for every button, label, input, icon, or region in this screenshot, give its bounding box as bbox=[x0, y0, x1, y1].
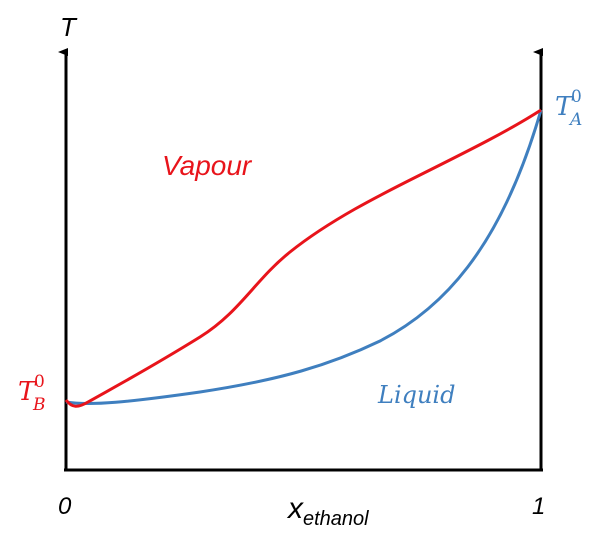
x-tick-1: 1 bbox=[532, 493, 545, 520]
tb0-sub: B bbox=[32, 395, 46, 415]
liquid-region-label: Liquid bbox=[377, 381, 455, 409]
tb0-sup: 0 bbox=[34, 372, 45, 392]
ta0-sup: 0 bbox=[571, 87, 582, 107]
x-axis-label-main: x bbox=[286, 492, 304, 525]
liquid-curve bbox=[65, 109, 543, 406]
tb0-label: T 0 B bbox=[18, 372, 46, 415]
x-axis-label-sub: ethanol bbox=[303, 508, 369, 530]
ta0-base: T bbox=[555, 92, 574, 122]
x-tick-0: 0 bbox=[58, 493, 72, 520]
x-axis-label: xethanol bbox=[286, 492, 369, 530]
vapour-region-label: Vapour bbox=[162, 150, 253, 181]
y-axis-label: T bbox=[60, 12, 78, 42]
vapour-curve bbox=[64, 108, 542, 408]
tb0-base: T bbox=[18, 377, 37, 407]
ta0-sub: A bbox=[568, 110, 582, 130]
ta0-label: T 0 A bbox=[555, 87, 582, 130]
